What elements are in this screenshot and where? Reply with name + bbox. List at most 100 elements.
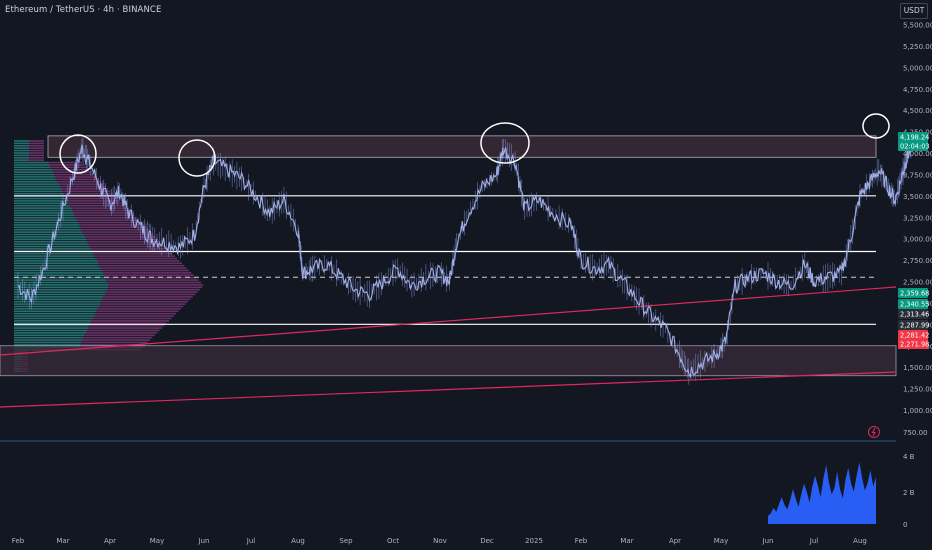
profile-bar-down: [88, 243, 163, 245]
profile-bar-down: [93, 252, 173, 255]
profile-bar-up: [14, 272, 103, 274]
resistance-zone[interactable]: [47, 135, 877, 158]
profile-bar-down: [81, 228, 149, 231]
profile-bar-down: [62, 190, 111, 193]
profile-bar-down: [78, 221, 142, 224]
profile-bar-down: [97, 260, 180, 262]
support-zone[interactable]: [0, 345, 897, 377]
profile-bar-down: [29, 147, 44, 149]
price-label-box: [898, 339, 928, 349]
chart-title: Ethereum / TetherUS · 4h · BINANCE: [5, 5, 162, 15]
trendline-upper[interactable]: [0, 286, 897, 356]
profile-bar-up: [14, 286, 108, 289]
profile-bar-up: [14, 284, 109, 286]
profile-bar-down: [68, 202, 123, 205]
profile-bar-up: [14, 264, 99, 267]
time-tick-label: Jul: [809, 537, 819, 545]
profile-bar-down: [29, 149, 44, 152]
profile-bar-down: [82, 231, 151, 233]
profile-bar-up: [14, 176, 55, 178]
profile-bar-up: [14, 161, 48, 164]
profile-bar-down: [94, 315, 174, 317]
profile-bar-down: [74, 214, 135, 217]
profile-bar-up: [14, 269, 102, 272]
time-tick-label: Mar: [620, 537, 633, 545]
profile-bar-down: [88, 327, 162, 329]
time-axis[interactable]: Feb Mar Apr May Jun Jul Aug Sep Oct Nov Dec 2025 Feb…: [12, 537, 867, 545]
profile-bar-down: [67, 200, 121, 202]
time-tick-label: 2025: [525, 537, 543, 545]
price-label-text: 2,281.42: [900, 332, 929, 340]
profile-bar-up: [14, 168, 52, 171]
annotation-circle[interactable]: [480, 122, 530, 164]
profile-bar-up: [14, 279, 106, 281]
profile-bar-up: [14, 212, 73, 214]
profile-bar-up: [14, 154, 29, 157]
annotation-circle[interactable]: [59, 134, 97, 174]
profile-bar-down: [109, 284, 204, 286]
profile-bar-down: [57, 180, 101, 183]
time-tick-label: Jun: [762, 537, 774, 545]
profile-bar-up: [14, 142, 29, 145]
annotations-layer: [59, 113, 890, 177]
price-tick-label: 5,500.00: [903, 22, 932, 30]
profile-bar-down: [61, 188, 109, 190]
profile-bar-down: [86, 238, 159, 241]
time-tick-label: Mar: [56, 537, 69, 545]
price-tick-label: 2,500.00: [903, 279, 932, 287]
annotation-circle[interactable]: [178, 139, 216, 177]
annotation-circle[interactable]: [862, 113, 890, 139]
profile-bar-up: [14, 156, 29, 159]
profile-bar-down: [73, 212, 132, 214]
profile-bar-up: [14, 324, 89, 327]
profile-bar-down: [83, 336, 153, 339]
price-label-box: [898, 320, 928, 330]
profile-bar-up: [14, 231, 82, 233]
profile-bar-up: [14, 221, 78, 224]
price-label-text: 2,340.55: [900, 301, 929, 309]
profile-bar-down: [80, 344, 146, 346]
lightning-icon[interactable]: [868, 426, 880, 438]
profile-bar-down: [104, 274, 194, 277]
profile-bar-down: [84, 233, 154, 236]
profile-bar-up: [14, 255, 94, 257]
price-tick-label: 1,000.00: [903, 407, 932, 415]
zones-layer: [0, 135, 897, 377]
price-label-box: [898, 309, 928, 319]
time-tick-label: Aug: [853, 537, 867, 545]
profile-bar-down: [50, 166, 87, 169]
profile-bar-up: [14, 298, 102, 301]
profile-bar-down: [90, 322, 167, 325]
profile-bar-down: [101, 300, 189, 303]
profile-bar-down: [66, 197, 118, 200]
profile-bar-down: [98, 262, 182, 265]
profile-bar-up: [14, 173, 54, 176]
volume-axis[interactable]: 4 B 2 B 0: [903, 453, 915, 529]
profile-bar-down: [29, 142, 44, 145]
profile-bar-up: [14, 336, 83, 339]
profile-bar-up: [14, 317, 93, 320]
profile-bar-down: [96, 257, 178, 260]
profile-bar-down: [102, 269, 190, 272]
profile-bar-down: [96, 310, 179, 313]
price-label-box: [898, 132, 928, 142]
volume-pane: [768, 462, 876, 524]
profile-bar-down: [87, 329, 160, 332]
price-tick-label: 5,000.00: [903, 64, 932, 72]
profile-bar-down: [84, 334, 155, 337]
profile-bar-down: [89, 324, 165, 327]
trendline-lower[interactable]: [0, 371, 897, 408]
profile-bar-down: [106, 279, 199, 281]
currency-button[interactable]: USDT: [900, 3, 928, 19]
profile-bar-down: [86, 332, 158, 334]
profile-bar-down: [100, 303, 186, 305]
price-label-text: 2,287.99: [900, 322, 929, 330]
price-label-text: 4,198.24: [900, 134, 929, 142]
profile-bar-up: [14, 315, 94, 317]
price-label-box: [898, 330, 928, 340]
time-tick-label: Feb: [12, 537, 25, 545]
profile-bar-up: [14, 140, 29, 142]
profile-bar-up: [14, 209, 72, 212]
profile-bar-down: [87, 240, 161, 243]
